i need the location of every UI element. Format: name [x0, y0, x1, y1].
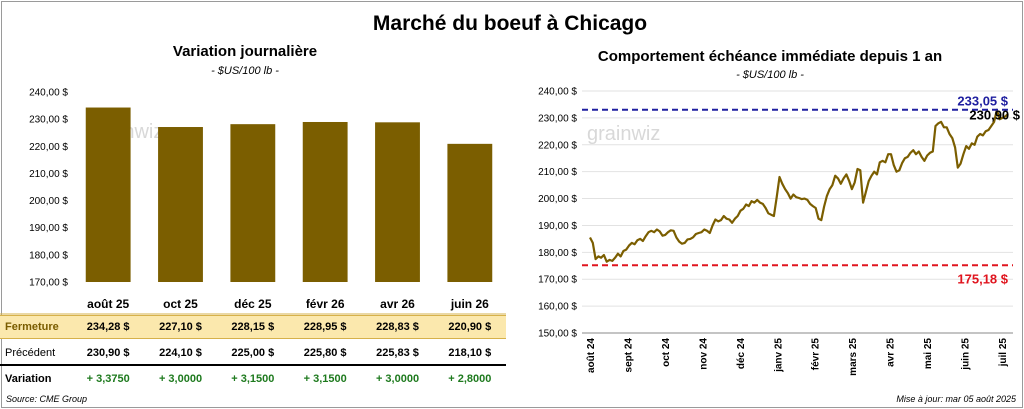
right-chart-subtitle: - $US/100 lb -: [736, 69, 804, 81]
x-date-label: nov 24: [698, 338, 709, 370]
bar: [85, 107, 131, 282]
y-tick-label: 160,00 $: [538, 302, 577, 313]
table-cell-precedent: 230,90 $: [86, 347, 130, 359]
x-date-label: avr 25: [886, 338, 897, 367]
table-row-variation: Variation + 3,3750 + 3,0000 + 3,1500 + 3,15…: [0, 368, 506, 390]
price-line: [589, 108, 1009, 263]
x-date-label: sept 24: [623, 338, 634, 373]
row-label-variation: Variation: [5, 373, 52, 385]
x-category-label: juin 26: [450, 297, 489, 311]
bar: [230, 124, 276, 283]
y-tick-label: 230,00 $: [29, 115, 68, 126]
x-date-label: oct 24: [661, 338, 672, 367]
x-date-label: juin 25: [961, 338, 972, 371]
table-cell-fermeture: 227,10 $: [159, 321, 202, 333]
bar: [302, 121, 348, 282]
row-label-fermeture: Fermeture: [5, 321, 59, 333]
y-tick-label: 170,00 $: [29, 278, 68, 289]
y-tick-label: 170,00 $: [538, 275, 577, 286]
y-tick-label: 180,00 $: [29, 250, 68, 261]
y-tick-label: 230,00 $: [538, 113, 577, 124]
update-note: Mise à jour: mar 05 août 2025: [896, 394, 1016, 404]
table-cell-precedent: 225,00 $: [231, 347, 275, 359]
x-category-label: août 25: [87, 297, 129, 311]
x-date-label: janv 25: [773, 338, 784, 373]
watermark-logo: grainwiz: [587, 123, 660, 145]
source-note: Source: CME Group: [6, 394, 88, 404]
y-tick-label: 200,00 $: [538, 194, 577, 205]
left-chart-title: Variation journalière: [172, 43, 318, 60]
y-tick-label: 200,00 $: [29, 196, 68, 207]
x-date-label: mars 25: [848, 338, 859, 376]
y-tick-label: 190,00 $: [29, 223, 68, 234]
x-date-label: juil 25: [998, 338, 1009, 368]
y-tick-label: 220,00 $: [29, 142, 68, 153]
table-cell-variation: + 3,3750: [86, 373, 130, 385]
low-value-label: 175,18 $: [957, 271, 1008, 286]
bar: [447, 143, 493, 282]
x-category-label: févr 26: [306, 297, 345, 311]
table-cell-variation: + 3,1500: [303, 373, 347, 385]
x-date-label: mai 25: [923, 338, 934, 370]
x-category-label: oct 25: [163, 297, 198, 311]
x-category-label: avr 26: [380, 297, 415, 311]
table-cell-variation: + 3,0000: [158, 373, 203, 385]
table-cell-precedent: 225,80 $: [303, 347, 347, 359]
table-row-fermeture: Fermeture 234,28 $ 227,10 $ 228,15 $ 228,95…: [0, 315, 506, 339]
table-cell-variation: + 3,1500: [231, 373, 275, 385]
right-chart-title: Comportement échéance immédiate depuis 1…: [597, 48, 943, 65]
y-tick-label: 210,00 $: [29, 169, 68, 180]
table-cell-variation: + 2,8000: [448, 373, 492, 385]
table-cell-fermeture: 228,15 $: [231, 321, 275, 333]
high-value-label: 233,05 $: [957, 94, 1008, 109]
left-chart-subtitle: - $US/100 lb -: [211, 65, 279, 77]
table-cell-fermeture: 234,28 $: [86, 321, 130, 333]
bar: [375, 122, 420, 282]
table-cell-variation: + 3,0000: [375, 373, 420, 385]
table-cell-fermeture: 228,95 $: [303, 321, 347, 333]
row-label-precedent: Précédent: [5, 347, 56, 359]
y-tick-label: 180,00 $: [538, 248, 577, 259]
table-cell-fermeture: 228,83 $: [376, 321, 419, 333]
last-value-label: 230,90 $: [969, 107, 1020, 122]
bar: [158, 127, 203, 282]
x-date-label: févr 25: [811, 338, 822, 371]
y-tick-label: 240,00 $: [538, 87, 577, 98]
main-title: Marché du boeuf à Chicago: [372, 12, 648, 35]
y-tick-label: 210,00 $: [538, 167, 577, 178]
table-cell-precedent: 225,83 $: [376, 347, 419, 359]
x-category-label: déc 25: [234, 297, 272, 311]
table-cell-precedent: 224,10 $: [159, 347, 202, 359]
y-tick-label: 220,00 $: [538, 140, 577, 151]
y-tick-label: 150,00 $: [538, 329, 577, 340]
y-tick-label: 240,00 $: [29, 88, 68, 99]
x-date-label: août 24: [586, 338, 597, 373]
table-row-precedent: Précédent 230,90 $ 224,10 $ 225,00 $ 225,80…: [0, 342, 506, 366]
table-cell-fermeture: 220,90 $: [448, 321, 492, 333]
y-tick-label: 190,00 $: [538, 221, 577, 232]
x-date-label: déc 24: [736, 338, 747, 370]
table-cell-precedent: 218,10 $: [448, 347, 492, 359]
